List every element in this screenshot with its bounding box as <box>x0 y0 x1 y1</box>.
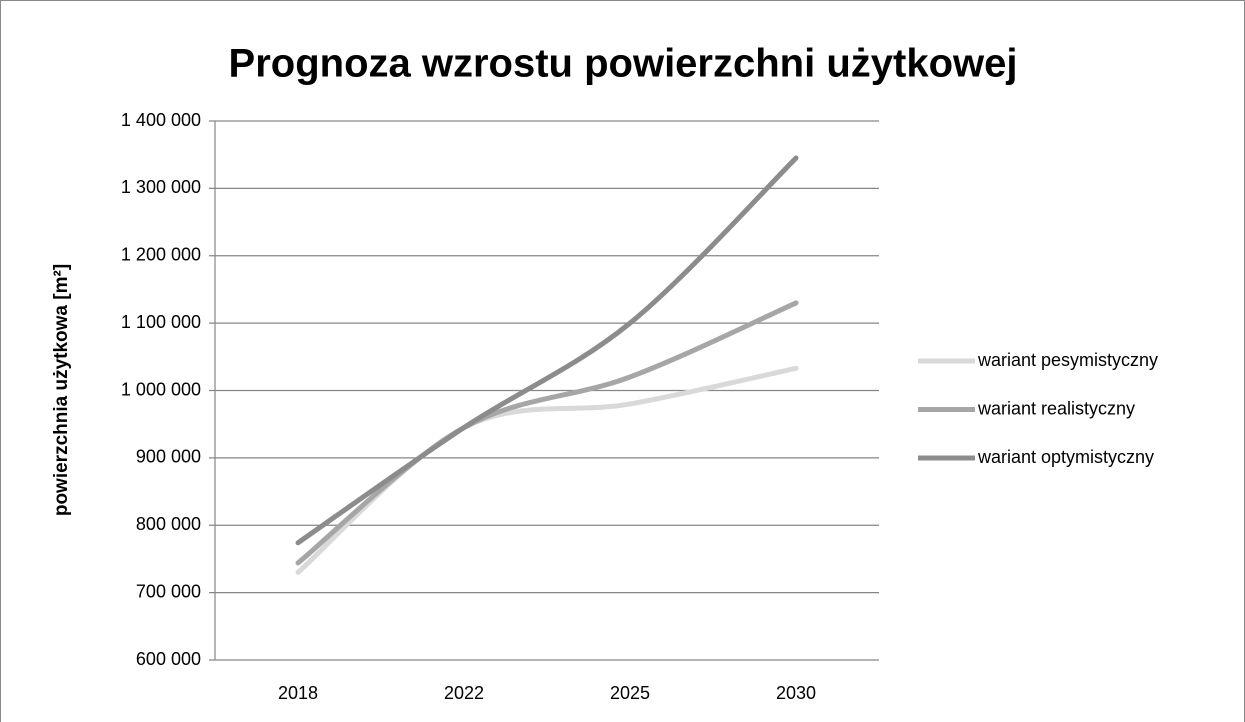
y-tick-label: 1 200 000 <box>121 245 201 265</box>
series-line <box>295 300 799 566</box>
y-tick-label: 600 000 <box>136 649 201 669</box>
legend-label: wariant realistyczny <box>977 398 1135 418</box>
x-tick-label: 2030 <box>776 683 816 703</box>
y-tick-label: 900 000 <box>136 447 201 467</box>
x-tick-label: 2018 <box>278 683 318 703</box>
y-tick-label: 700 000 <box>136 581 201 601</box>
x-tick-label: 2025 <box>610 683 650 703</box>
y-tick-label: 1 000 000 <box>121 379 201 399</box>
y-tick-label: 800 000 <box>136 514 201 534</box>
y-axis-title: powierzchnia użytkowa [m²] <box>51 264 72 516</box>
chart-title: Prognoza wzrostu powierzchni użytkowej <box>229 42 1018 86</box>
legend-label: wariant optymistyczny <box>977 447 1154 467</box>
y-tick-label: 1 100 000 <box>121 312 201 332</box>
y-tick-label: 1 300 000 <box>121 177 201 197</box>
series-line <box>295 155 799 546</box>
y-tick-label: 1 400 000 <box>121 110 201 130</box>
x-tick-label: 2022 <box>444 683 484 703</box>
legend-label: wariant pesymistyczny <box>977 350 1158 370</box>
